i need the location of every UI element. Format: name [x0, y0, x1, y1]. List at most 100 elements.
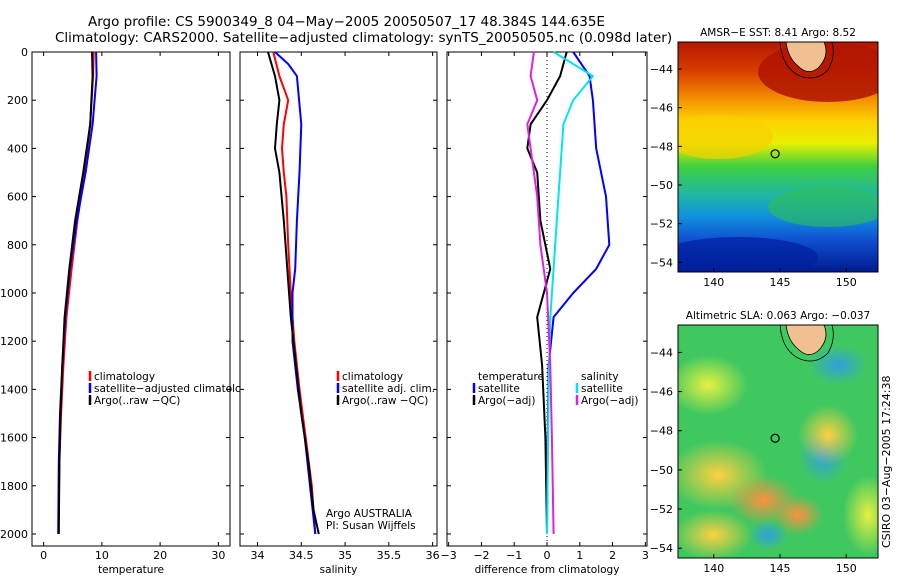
x-tick-label: −2 — [473, 549, 489, 562]
x-tick-label: −3 — [441, 549, 457, 562]
map-panel-1: AMSR−E SST: 8.41 Argo: 8.52 140 145 150 −44 −… — [650, 27, 879, 289]
profile-panel-3: −3 −2 −1 0 1 2 3 difference from climatology tem… — [441, 51, 649, 576]
x-tick-label: 2 — [609, 549, 616, 562]
side-credit: CSIRO 03−Aug−2005 17:24:38 — [880, 375, 893, 548]
map-field — [678, 325, 878, 558]
sla-anomaly-blob — [798, 405, 858, 465]
legend-label: satellite−adjusted climatology — [94, 383, 254, 395]
y-tick-label: 200 — [7, 94, 28, 107]
sla-anomaly-blob — [678, 355, 748, 415]
series-line-temperature-argo-adj- — [526, 51, 568, 535]
map-x-tick-label: 145 — [769, 562, 790, 575]
map-x-tick-label: 150 — [836, 562, 857, 575]
map-title: Altimetric SLA: 0.063 Argo: −0.037 — [686, 310, 870, 322]
x-tick-label: 36 — [426, 549, 440, 562]
x-tick-label: 1 — [576, 549, 583, 562]
map-y-tick-label: −52 — [650, 503, 673, 516]
map-x-tick-label: 150 — [836, 276, 857, 289]
map-title: AMSR−E SST: 8.41 Argo: 8.52 — [700, 27, 856, 39]
x-tick-label: 34 — [251, 549, 265, 562]
map-y-tick-label: −54 — [650, 542, 673, 555]
legend-label: Argo(−adj) — [581, 395, 638, 407]
legend-label: satellite adj. clim. — [342, 383, 435, 395]
legend-label: Argo(..raw −QC) — [94, 395, 180, 407]
x-tick-label: 20 — [153, 549, 167, 562]
profile-panel-1: 0 10 20 30 temperature 0 200 400 600 800 1000 1200 1… — [0, 46, 254, 576]
legend-label: climatology — [94, 371, 155, 383]
y-tick-label: 800 — [7, 239, 28, 252]
y-tick-label: 1200 — [0, 335, 28, 348]
profile-panel-2: 34 34.5 35 35.5 36 salinity climatologysatelli… — [239, 51, 440, 576]
map-x-tick-label: 145 — [769, 276, 790, 289]
x-tick-label: 0 — [40, 549, 47, 562]
coast-contour — [779, 325, 834, 362]
land-mass — [785, 325, 827, 355]
x-tick-label: 35 — [338, 549, 352, 562]
map-y-tick-label: −50 — [650, 179, 673, 192]
sst-yellow-patch — [678, 115, 773, 159]
header-line-2: Climatology: CARS2000. Satellite−adjuste… — [55, 30, 673, 46]
argo-float-marker — [770, 433, 780, 443]
legend-label: Argo(−adj) — [478, 395, 535, 407]
land-mass — [785, 42, 827, 72]
argo-float-marker — [770, 149, 780, 159]
plot-frame — [31, 51, 231, 547]
sla-anomaly-blob — [843, 475, 878, 555]
sla-anomaly-blob — [678, 510, 753, 558]
map-x-tick-label: 140 — [703, 562, 724, 575]
series-line-argo-raw-qc- — [267, 51, 320, 535]
x-tick-label: 10 — [95, 549, 109, 562]
sla-anomaly-blob — [748, 520, 788, 550]
y-tick-label: 600 — [7, 191, 28, 204]
x-tick-label: −1 — [506, 549, 522, 562]
map-y-tick-label: −46 — [650, 102, 673, 115]
series-line-salinity-argo-adj- — [526, 51, 555, 535]
legend-label: temperature — [478, 371, 544, 383]
series-line-climatology — [272, 51, 317, 535]
y-tick-label: 1800 — [0, 480, 28, 493]
sst-green-patch — [768, 187, 878, 227]
map-y-tick-label: −44 — [650, 63, 673, 76]
coast-contour — [779, 42, 834, 79]
legend-label: salinity — [581, 371, 619, 383]
legend-label: Argo(..raw −QC) — [342, 395, 428, 407]
sst-cold-patch — [678, 237, 818, 272]
map-y-tick-label: −48 — [650, 140, 673, 153]
x-axis-label: salinity — [320, 564, 358, 576]
y-tick-label: 2000 — [0, 528, 28, 541]
y-tick-label: 0 — [21, 46, 28, 59]
x-axis-label: temperature — [98, 564, 164, 576]
x-tick-label: 30 — [211, 549, 225, 562]
x-axis-label: difference from climatology — [475, 564, 620, 576]
map-y-tick-label: −54 — [650, 256, 673, 269]
map-panel-2: Altimetric SLA: 0.063 Argo: −0.037 140 145… — [650, 310, 879, 575]
map-field — [678, 42, 878, 272]
map-y-tick-label: −48 — [650, 425, 673, 438]
map-y-tick-label: −44 — [650, 346, 673, 359]
legend-label: climatology — [342, 371, 403, 383]
y-tick-label: 1400 — [0, 383, 28, 396]
annotation-text: PI: Susan Wijffels — [326, 520, 416, 532]
sst-warm-patch — [758, 42, 878, 102]
y-tick-label: 400 — [7, 142, 28, 155]
map-frame — [677, 324, 879, 559]
map-x-tick-label: 140 — [703, 276, 724, 289]
header-line-1: Argo profile: CS 5900349_8 04−May−2005 2… — [88, 14, 605, 30]
legend-label: satellite — [581, 383, 623, 395]
annotation-text: Argo AUSTRALIA — [326, 508, 413, 520]
x-tick-label: 3 — [642, 549, 649, 562]
y-tick-label: 1600 — [0, 432, 28, 445]
x-tick-label: 34.5 — [289, 549, 314, 562]
x-tick-label: 35.5 — [377, 549, 402, 562]
y-tick-label: 1000 — [0, 287, 28, 300]
legend-label: satellite — [478, 383, 520, 395]
map-frame — [677, 41, 879, 273]
map-y-tick-label: −52 — [650, 218, 673, 231]
x-tick-label: 0 — [544, 549, 551, 562]
sla-anomaly-blob — [808, 345, 868, 385]
map-y-tick-label: −46 — [650, 386, 673, 399]
sla-anomaly-blob — [773, 495, 823, 535]
map-y-tick-label: −50 — [650, 464, 673, 477]
plot-frame — [239, 51, 438, 547]
